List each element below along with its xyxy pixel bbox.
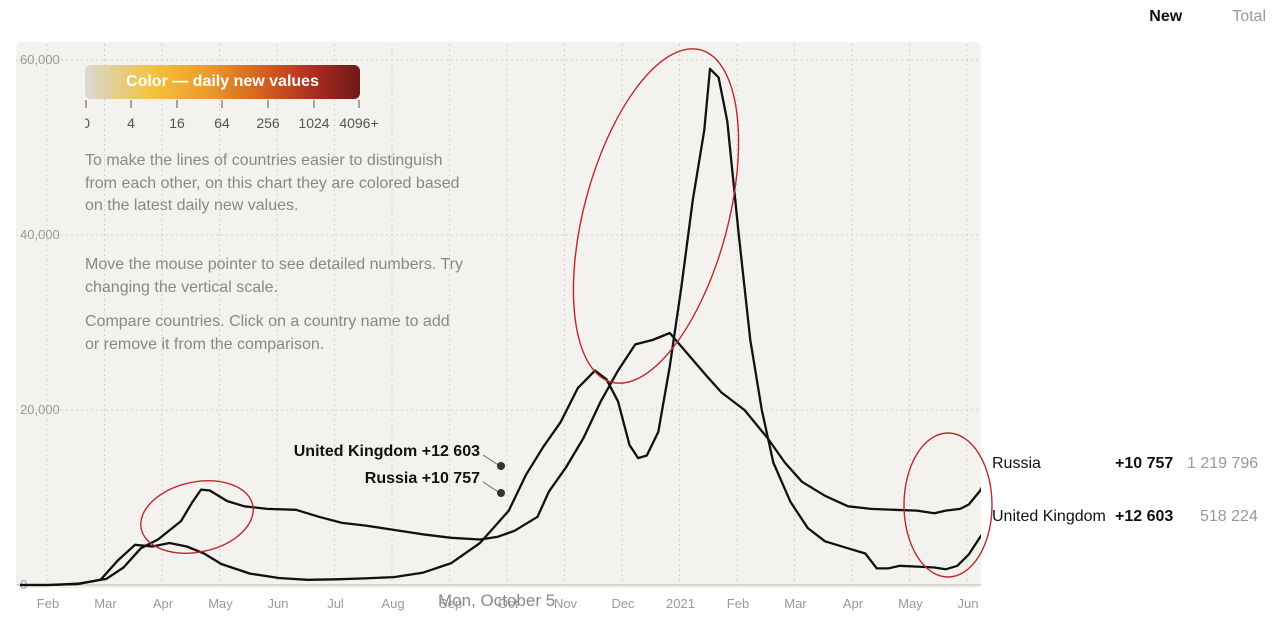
x-tick-label: Jul [327,596,344,611]
annotation-ellipse-spring [140,480,254,554]
country-delta-russia: +10 757 [1115,455,1174,472]
y-tick-label: 60,000 [20,52,60,67]
x-axis-ticks: Feb Mar Apr May Jun Jul Aug Sep Oct Nov Dec 2021 Feb… [37,596,979,611]
country-delta-united-kingdom: +12 603 [1115,508,1174,525]
color-legend-ticks: 0 4 16 64 256 1024 4096+ [85,100,379,131]
series-line-united-kingdom [20,67,981,587]
x-tick-label: Dec [611,596,635,611]
annotation-ellipse-winter [572,48,740,384]
ru-hover-dot [497,489,505,497]
country-name-russia[interactable]: Russia [992,455,1041,472]
annotation-ellipse-recent [903,432,993,578]
x-tick-label: May [898,596,923,611]
color-legend-bar: Color — daily new values [85,65,360,99]
view-tabs: New Total [1149,8,1266,26]
country-total-russia: 1 219 796 [1187,455,1259,472]
legend-tick-label: 16 [169,115,185,131]
x-tick-label: Mar [784,596,807,611]
uk-hover-label: United Kingdom +12 603 [294,443,480,460]
annotation-ellipses [140,48,993,578]
country-total-united-kingdom: 518 224 [1200,508,1258,525]
x-tick-label: 2021 [666,596,695,611]
grid-lines [16,44,981,586]
hover-markers: United Kingdom +12 603 Russia +10 757 [294,443,505,497]
ru-hover-label: Russia +10 757 [365,470,480,487]
x-tick-label: Oct [498,596,519,611]
legend-tick-label: 0 [85,115,90,131]
series-line-russia [20,331,981,587]
legend-tick-label: 4 [127,115,135,131]
hover-date: Mon, October 5 [438,591,556,610]
x-tick-label: Nov [554,596,578,611]
x-tick-label: Apr [153,596,174,611]
legend-tick-label: 256 [256,115,280,131]
x-tick-label: Mar [94,596,117,611]
legend-tick-label: 64 [214,115,230,131]
x-tick-label: Sep [439,596,462,611]
uk-hover-dot [497,462,505,470]
ru-leader-line [482,481,501,494]
y-tick-label: 40,000 [20,227,60,242]
x-tick-label: Jun [268,596,289,611]
info-paragraph-3: Compare countries. Click on a country na… [85,313,450,353]
x-tick-label: Aug [381,596,404,611]
x-tick-label: May [208,596,233,611]
series-lines [20,67,981,587]
chart-panel [16,42,981,588]
x-tick-label: Jun [958,596,979,611]
legend-tick-label: 1024 [298,115,329,131]
legend-tick-label: 4096+ [339,115,378,131]
info-paragraph-2: Move the mouse pointer to see detailed n… [85,256,463,296]
y-tick-label: 20,000 [20,402,60,417]
x-tick-label: Apr [843,596,864,611]
x-tick-label: Feb [727,596,749,611]
tab-new[interactable]: New [1149,8,1183,25]
uk-leader-line [482,454,501,467]
country-name-united-kingdom[interactable]: United Kingdom [992,508,1106,525]
tab-total[interactable]: Total [1232,8,1266,25]
x-tick-label: Feb [37,596,59,611]
info-paragraph-1: To make the lines of countries easier to… [85,152,460,214]
